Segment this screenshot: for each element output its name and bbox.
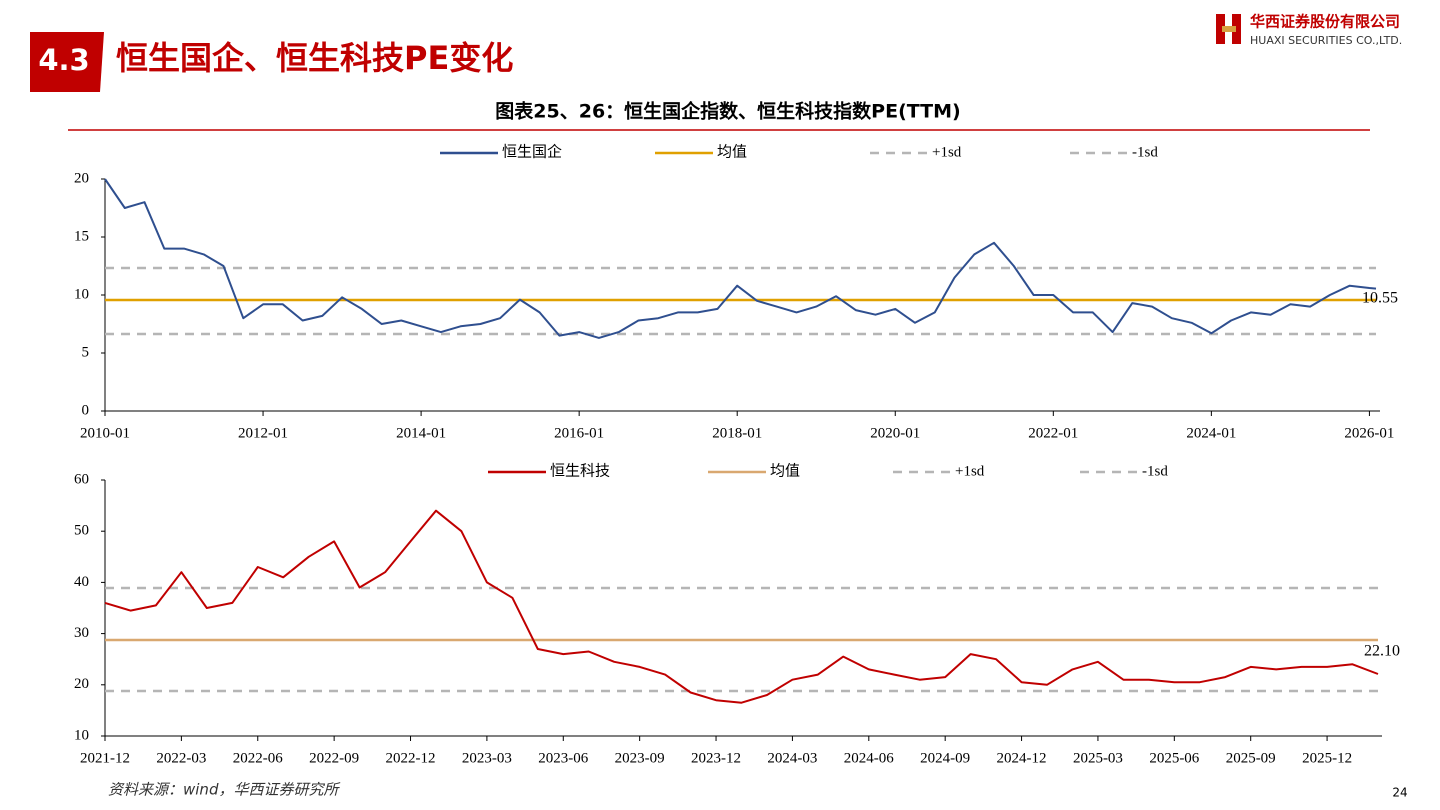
x-tick-label: 2022-01 bbox=[1028, 425, 1078, 441]
legend-label: +1sd bbox=[932, 144, 962, 160]
x-tick-label: 2023-03 bbox=[462, 750, 512, 766]
legend-label: 均值 bbox=[717, 143, 747, 160]
x-tick-label: 2023-09 bbox=[615, 750, 665, 766]
x-tick-label: 2024-06 bbox=[844, 750, 894, 766]
x-tick-label: 2012-01 bbox=[238, 425, 288, 441]
x-tick-label: 2024-12 bbox=[997, 750, 1047, 766]
figure-title: 图表25、26：恒生国企指数、恒生科技指数PE(TTM) bbox=[495, 100, 960, 123]
data-line bbox=[104, 178, 1377, 339]
x-tick-label: 2023-06 bbox=[538, 750, 588, 766]
x-tick-label: 2025-06 bbox=[1149, 750, 1199, 766]
section-badge bbox=[30, 32, 104, 92]
y-tick-label: 50 bbox=[74, 523, 89, 539]
y-tick-label: 60 bbox=[74, 471, 89, 487]
y-tick-label: 40 bbox=[74, 574, 89, 590]
x-tick-label: 2025-03 bbox=[1073, 750, 1123, 766]
company-name-en: HUAXI SECURITIES CO.,LTD. bbox=[1250, 34, 1402, 47]
y-tick-label: 20 bbox=[74, 170, 89, 186]
logo-mark bbox=[1222, 26, 1236, 32]
x-tick-label: 2021-12 bbox=[80, 750, 130, 766]
data-label: 22.10 bbox=[1364, 643, 1400, 660]
source-note: 资料来源：wind，华西证券研究所 bbox=[108, 781, 340, 799]
logo-mark bbox=[1216, 14, 1225, 44]
y-tick-label: 10 bbox=[74, 727, 89, 743]
y-tick-label: 30 bbox=[74, 625, 89, 641]
legend-label: -1sd bbox=[1142, 463, 1168, 479]
x-tick-label: 2023-12 bbox=[691, 750, 741, 766]
y-tick-label: 10 bbox=[74, 286, 89, 302]
x-tick-label: 2025-09 bbox=[1226, 750, 1276, 766]
logo-mark bbox=[1232, 14, 1241, 44]
x-tick-label: 2024-03 bbox=[767, 750, 817, 766]
company-name: 华西证券股份有限公司 bbox=[1250, 13, 1400, 31]
data-label: 10.55 bbox=[1362, 289, 1398, 306]
x-tick-label: 2022-12 bbox=[386, 750, 436, 766]
y-tick-label: 0 bbox=[82, 402, 90, 418]
data-line bbox=[104, 509, 1379, 704]
legend-label: 均值 bbox=[770, 462, 800, 479]
x-tick-label: 2024-01 bbox=[1186, 425, 1236, 441]
x-tick-label: 2022-09 bbox=[309, 750, 359, 766]
legend-label: 恒生国企 bbox=[502, 142, 562, 160]
x-tick-label: 2014-01 bbox=[396, 425, 446, 441]
x-tick-label: 2022-06 bbox=[233, 750, 283, 766]
x-tick-label: 2024-09 bbox=[920, 750, 970, 766]
x-tick-label: 2022-03 bbox=[156, 750, 206, 766]
legend-label: +1sd bbox=[955, 463, 985, 479]
x-tick-label: 2018-01 bbox=[712, 425, 762, 441]
x-tick-label: 2020-01 bbox=[870, 425, 920, 441]
y-tick-label: 15 bbox=[74, 228, 89, 244]
section-number: 4.3 bbox=[38, 43, 89, 77]
x-tick-label: 2016-01 bbox=[554, 425, 604, 441]
x-tick-label: 2010-01 bbox=[80, 425, 130, 441]
y-tick-label: 5 bbox=[82, 344, 90, 360]
page-number: 24 bbox=[1392, 786, 1407, 800]
x-tick-label: 2025-12 bbox=[1302, 750, 1352, 766]
legend-label: -1sd bbox=[1132, 144, 1158, 160]
y-tick-label: 20 bbox=[74, 676, 89, 692]
slide-title: 恒生国企、恒生科技PE变化 bbox=[116, 39, 513, 77]
legend-label: 恒生科技 bbox=[550, 462, 610, 479]
x-tick-label: 2026-01 bbox=[1344, 425, 1394, 441]
